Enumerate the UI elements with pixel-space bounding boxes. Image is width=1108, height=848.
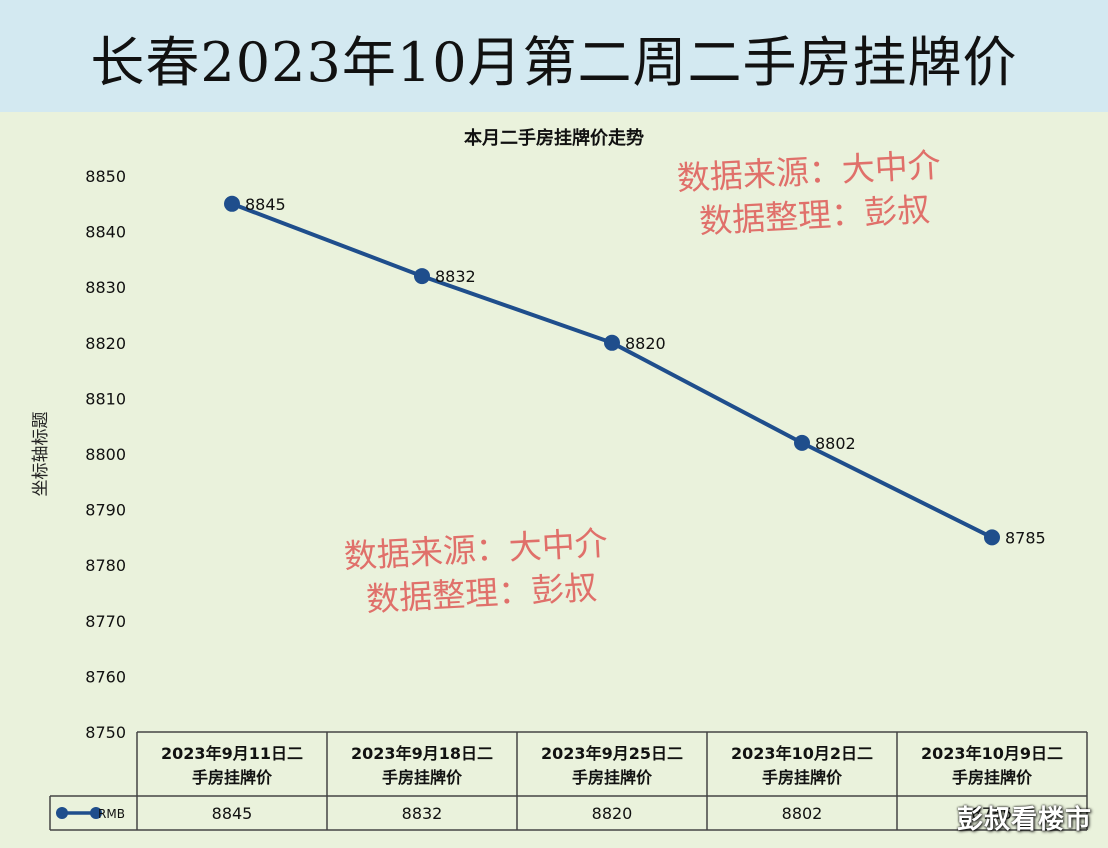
legend-marker [90,807,102,819]
data-point [604,334,620,351]
y-axis-title: 坐标轴标题 [31,412,51,497]
footer-watermark: 彭叔看楼市 [956,805,1092,835]
y-tick-label: 8800 [85,445,126,464]
table-value-cell: 8785 [972,804,1013,823]
data-label: 8785 [1005,528,1046,547]
category-label: 2023年9月25日二手房挂牌价 [541,744,683,787]
watermark-source-middle: 数据来源：大中介 数据整理：彭叔 [343,521,611,623]
y-tick-label: 8790 [85,501,126,520]
y-tick-label: 8810 [85,389,126,408]
chart-area: 本月二手房挂牌价走势坐标轴标题 8850 8840 8830 8820 8810 8800 8… [0,112,1108,848]
y-tick-label: 8750 [85,723,126,742]
y-tick-label: 8830 [85,278,126,297]
table-value-cell: 8832 [402,804,443,823]
page-title: 长春2023年10月第二周二手房挂牌价 [90,31,1018,94]
category-label: 2023年10月2日二手房挂牌价 [731,744,873,787]
legend-marker [56,807,68,819]
table-value-cell: 8845 [212,804,253,823]
y-tick-label: 8820 [85,334,126,353]
data-point [984,529,1000,546]
series-line [231,201,993,540]
data-label: 8820 [625,334,666,353]
category-label: 2023年10月9日二手房挂牌价 [921,744,1063,787]
y-tick-label: 8770 [85,612,126,631]
legend-series-name: RMB [98,807,125,821]
table-value-cell: 8802 [782,804,823,823]
y-tick-label: 8780 [85,556,126,575]
data-label: 8845 [245,195,286,214]
data-label: 8802 [815,434,856,453]
title-banner: 长春2023年10月第二周二手房挂牌价 [0,0,1108,112]
table-value-cell: 8820 [592,804,633,823]
data-point [414,268,430,285]
data-point [794,434,810,451]
data-point [224,195,240,212]
category-label: 2023年9月18日二手房挂牌价 [351,744,493,787]
y-tick-label: 8840 [85,223,126,242]
data-label: 8832 [435,267,476,286]
chart-title: 本月二手房挂牌价走势 [464,127,644,149]
watermark-source-top: 数据来源：大中介 数据整理：彭叔 [676,143,944,245]
y-tick-label: 8850 [85,167,126,186]
y-tick-label: 8760 [85,667,126,686]
category-label: 2023年9月11日二手房挂牌价 [161,744,303,787]
